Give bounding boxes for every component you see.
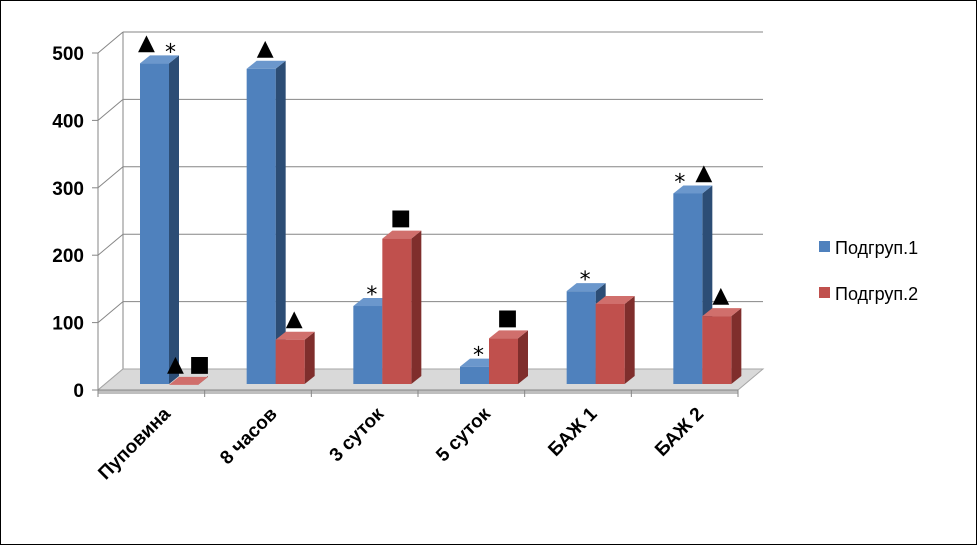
annotation-mark-9-0: * — [674, 170, 685, 195]
bar-5-1 — [702, 316, 732, 384]
bar-top-5-1 — [702, 308, 742, 317]
bar-top-0-0 — [140, 55, 179, 64]
annotation-mark-6-0: * — [473, 344, 484, 369]
x-category-label-1: 8 часов — [216, 404, 281, 469]
legend: Подгруп.1 Подгруп.2 — [819, 238, 918, 304]
bar-4-1 — [595, 303, 625, 384]
annotation-mark-1-1: ■ — [189, 352, 210, 377]
bars-layer — [140, 55, 742, 385]
bar-top-1-0 — [246, 60, 286, 69]
annotation-mark-3-0: ▲ — [286, 307, 303, 332]
bar-2-1 — [382, 238, 412, 384]
y-tick-label-400: 400 — [52, 111, 84, 132]
legend-swatch-series-1 — [819, 241, 830, 252]
annotation-mark-2-0: ▲ — [257, 36, 274, 61]
bar-4-0 — [566, 291, 596, 384]
bar-3-1 — [489, 338, 518, 384]
gridline-side-100 — [97, 301, 124, 323]
annotation-mark-7-0: ■ — [497, 305, 518, 330]
y-tick-label-0: 0 — [73, 381, 84, 402]
bar-top-4-1 — [595, 295, 635, 304]
bar-top-0-1 — [169, 376, 208, 385]
bar-top-3-1 — [489, 330, 528, 339]
x-category-label-5: БАЖ 2 — [651, 404, 708, 461]
bar-side-0-0 — [169, 55, 179, 385]
bar-top-2-1 — [382, 230, 422, 239]
bar-side-1-1 — [304, 331, 315, 384]
annotation-layer: ▲ *▲ ■▲▲*■*■** ▲▲ — [138, 30, 729, 376]
annotation-mark-5-0: ■ — [390, 206, 411, 231]
x-category-label-0: Пуповина — [94, 403, 175, 484]
bar-side-3-1 — [518, 330, 528, 384]
legend-swatch-series-2 — [819, 287, 830, 298]
bar-0-0 — [140, 63, 169, 385]
gridline-side-200 — [97, 233, 124, 256]
legend-label-series-2: Подгруп.2 — [835, 284, 918, 304]
y-tick-label-300: 300 — [52, 179, 84, 200]
bar-side-5-1 — [731, 308, 742, 384]
annotation-mark-10-0: ▲ — [712, 283, 729, 308]
x-category-label-3: 5 суток — [432, 403, 495, 466]
bar-5-0 — [673, 193, 703, 384]
gridline-side-400 — [97, 99, 124, 121]
x-category-label-2: 3 суток — [326, 403, 389, 466]
bar-3-0 — [460, 366, 489, 384]
bar-top-5-0 — [673, 185, 713, 194]
bar-side-1-0 — [275, 60, 286, 385]
annotation-mark-1-0: ▲ — [167, 352, 184, 377]
bar-side-2-1 — [411, 230, 422, 384]
y-tick-label-500: 500 — [52, 44, 84, 65]
grid-layer — [97, 31, 763, 391]
annotation-mark-0-0: ▲ — [138, 30, 155, 55]
y-tick-label-100: 100 — [52, 314, 84, 335]
bar-1-0 — [246, 68, 276, 385]
x-category-label-4: БАЖ 1 — [544, 403, 601, 460]
bar-2-0 — [353, 306, 383, 384]
bar-top-4-0 — [566, 283, 606, 292]
y-tick-label-200: 200 — [52, 246, 84, 267]
gridline-side-300 — [97, 166, 124, 189]
annotation-mark-9-1: ▲ — [695, 160, 712, 185]
annotation-mark-0-1: * — [165, 40, 176, 65]
axis-layer — [92, 52, 739, 397]
bar-side-4-1 — [624, 295, 635, 384]
bar-1-1 — [275, 339, 305, 384]
legend-label-series-1: Подгруп.1 — [835, 238, 918, 258]
annotation-mark-8-0: * — [580, 268, 591, 293]
gridline-side-500 — [97, 31, 124, 54]
bar-top-1-1 — [275, 331, 315, 340]
annotation-mark-4-0: * — [366, 283, 377, 308]
